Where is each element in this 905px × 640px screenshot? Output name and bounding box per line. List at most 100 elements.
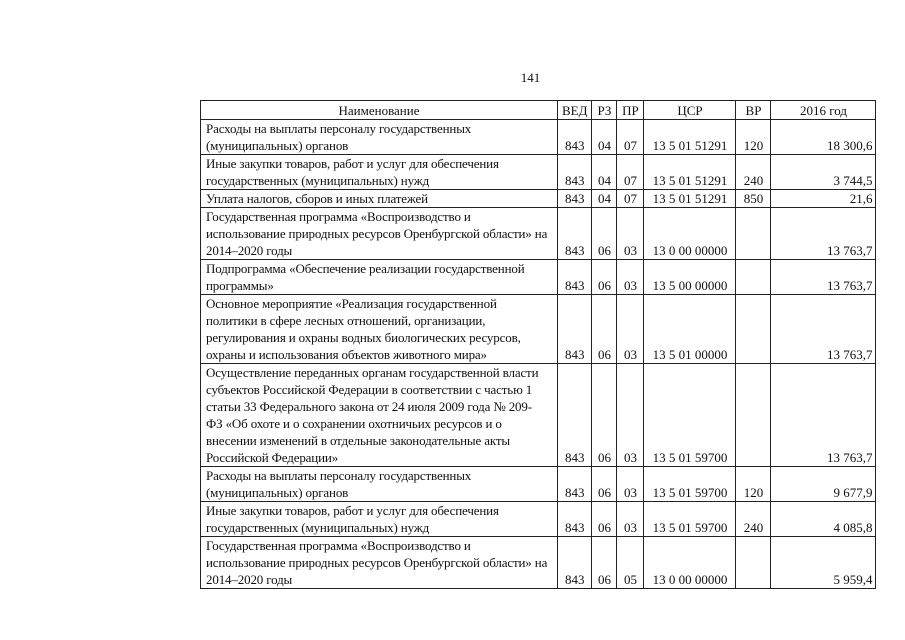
header-vr: ВР bbox=[735, 100, 772, 120]
cell-csr: 13 5 01 51291 bbox=[643, 154, 737, 190]
cell-pr: 03 bbox=[616, 363, 645, 467]
cell-name-line: 2014–2020 годы bbox=[206, 572, 293, 587]
cell-name: Расходы на выплаты персоналу государстве… bbox=[200, 466, 558, 502]
cell-value: 13 763,7 bbox=[770, 363, 877, 467]
cell-pr: 07 bbox=[616, 189, 645, 208]
cell-name-line: программы» bbox=[206, 278, 274, 293]
cell-pr: 07 bbox=[616, 154, 645, 190]
cell-value: 13 763,7 bbox=[770, 207, 877, 260]
cell-pr: 05 bbox=[616, 536, 645, 589]
cell-name-line: Расходы на выплаты персоналу государстве… bbox=[206, 468, 472, 483]
cell-pr: 03 bbox=[616, 501, 645, 537]
cell-value: 3 744,5 bbox=[770, 154, 877, 190]
cell-rz: 04 bbox=[591, 154, 618, 190]
header-csr: ЦСР bbox=[643, 100, 737, 120]
cell-csr: 13 5 01 51291 bbox=[643, 119, 737, 155]
cell-rz: 06 bbox=[591, 207, 618, 260]
table-row: Основное мероприятие «Реализация государ… bbox=[200, 294, 877, 364]
header-rz: РЗ bbox=[591, 100, 618, 120]
header-year: 2016 год bbox=[770, 100, 877, 120]
cell-rz: 06 bbox=[591, 259, 618, 295]
table-row: Уплата налогов, сборов и иных платежей 84… bbox=[200, 189, 877, 208]
cell-name: Основное мероприятие «Реализация государ… bbox=[200, 294, 558, 364]
cell-rz: 06 bbox=[591, 294, 618, 364]
cell-name-line: государственных (муниципальных) нужд bbox=[206, 173, 430, 188]
cell-ved: 843 bbox=[556, 363, 593, 467]
cell-vr bbox=[735, 536, 772, 589]
cell-csr: 13 0 00 00000 bbox=[643, 536, 737, 589]
header-ved: ВЕД bbox=[556, 100, 593, 120]
cell-ved: 843 bbox=[556, 154, 593, 190]
cell-ved: 843 bbox=[556, 189, 593, 208]
cell-name: Иные закупки товаров, работ и услуг для … bbox=[200, 154, 558, 190]
cell-name-line: использование природных ресурсов Оренбур… bbox=[206, 555, 548, 570]
cell-ved: 843 bbox=[556, 294, 593, 364]
cell-name-line: субъектов Российской Федерации в соответ… bbox=[206, 382, 533, 397]
cell-value: 9 677,9 bbox=[770, 466, 877, 502]
cell-vr bbox=[735, 259, 772, 295]
cell-pr: 03 bbox=[616, 294, 645, 364]
cell-name: Подпрограмма «Обеспечение реализации гос… bbox=[200, 259, 558, 295]
cell-vr bbox=[735, 294, 772, 364]
cell-rz: 06 bbox=[591, 536, 618, 589]
cell-name-line: (муниципальных) органов bbox=[206, 138, 349, 153]
cell-value: 4 085,8 bbox=[770, 501, 877, 537]
cell-pr: 03 bbox=[616, 466, 645, 502]
cell-value: 13 763,7 bbox=[770, 294, 877, 364]
cell-csr: 13 5 01 59700 bbox=[643, 501, 737, 537]
table-row: Иные закупки товаров, работ и услуг для … bbox=[200, 154, 877, 190]
cell-name-line: Государственная программа «Воспроизводст… bbox=[206, 538, 471, 553]
cell-csr: 13 5 01 51291 bbox=[643, 189, 737, 208]
cell-csr: 13 5 00 00000 bbox=[643, 259, 737, 295]
table-row: Государственная программа «Воспроизводст… bbox=[200, 207, 877, 260]
cell-ved: 843 bbox=[556, 536, 593, 589]
cell-name-line: Уплата налогов, сборов и иных платежей bbox=[206, 191, 428, 206]
cell-csr: 13 5 01 00000 bbox=[643, 294, 737, 364]
cell-rz: 04 bbox=[591, 189, 618, 208]
cell-name-line: Осуществление переданных органам государ… bbox=[206, 365, 539, 380]
cell-pr: 03 bbox=[616, 259, 645, 295]
cell-name-line: ФЗ «Об охоте и о сохранении охотничьих р… bbox=[206, 416, 502, 431]
cell-vr: 240 bbox=[735, 501, 772, 537]
table-row: Подпрограмма «Обеспечение реализации гос… bbox=[200, 259, 877, 295]
cell-rz: 04 bbox=[591, 119, 618, 155]
cell-name-line: политики в сфере лесных отношений, орган… bbox=[206, 313, 486, 328]
cell-ved: 843 bbox=[556, 207, 593, 260]
cell-name-line: (муниципальных) органов bbox=[206, 485, 349, 500]
cell-name-line: государственных (муниципальных) нужд bbox=[206, 520, 430, 535]
cell-csr: 13 5 01 59700 bbox=[643, 466, 737, 502]
budget-table: Наименование ВЕД РЗ ПР ЦСР ВР 2016 год Р… bbox=[200, 100, 877, 589]
cell-name-line: использование природных ресурсов Оренбур… bbox=[206, 226, 548, 241]
cell-vr: 850 bbox=[735, 189, 772, 208]
table-header-row: Наименование ВЕД РЗ ПР ЦСР ВР 2016 год bbox=[200, 100, 877, 120]
cell-ved: 843 bbox=[556, 119, 593, 155]
cell-name: Осуществление переданных органам государ… bbox=[200, 363, 558, 467]
cell-name-line: Иные закупки товаров, работ и услуг для … bbox=[206, 503, 499, 518]
cell-value: 13 763,7 bbox=[770, 259, 877, 295]
cell-rz: 06 bbox=[591, 363, 618, 467]
cell-rz: 06 bbox=[591, 466, 618, 502]
cell-name: Уплата налогов, сборов и иных платежей bbox=[200, 189, 558, 208]
cell-value: 18 300,6 bbox=[770, 119, 877, 155]
cell-ved: 843 bbox=[556, 259, 593, 295]
cell-vr: 120 bbox=[735, 119, 772, 155]
cell-vr bbox=[735, 363, 772, 467]
cell-rz: 06 bbox=[591, 501, 618, 537]
cell-name-line: Российской Федерации» bbox=[206, 450, 339, 465]
cell-name: Расходы на выплаты персоналу государстве… bbox=[200, 119, 558, 155]
cell-name-line: внесении изменений в отдельные законодат… bbox=[206, 433, 510, 448]
cell-name: Государственная программа «Воспроизводст… bbox=[200, 536, 558, 589]
table-row: Расходы на выплаты персоналу государстве… bbox=[200, 466, 877, 502]
cell-name: Государственная программа «Воспроизводст… bbox=[200, 207, 558, 260]
cell-ved: 843 bbox=[556, 501, 593, 537]
cell-vr bbox=[735, 207, 772, 260]
cell-vr: 120 bbox=[735, 466, 772, 502]
cell-csr: 13 0 00 00000 bbox=[643, 207, 737, 260]
cell-name-line: Расходы на выплаты персоналу государстве… bbox=[206, 121, 472, 136]
header-name: Наименование bbox=[200, 100, 558, 120]
header-pr: ПР bbox=[616, 100, 645, 120]
cell-name-line: Основное мероприятие «Реализация государ… bbox=[206, 296, 497, 311]
page-number: 141 bbox=[520, 70, 541, 85]
cell-name-line: охраны и использования объектов животног… bbox=[206, 347, 487, 362]
cell-ved: 843 bbox=[556, 466, 593, 502]
